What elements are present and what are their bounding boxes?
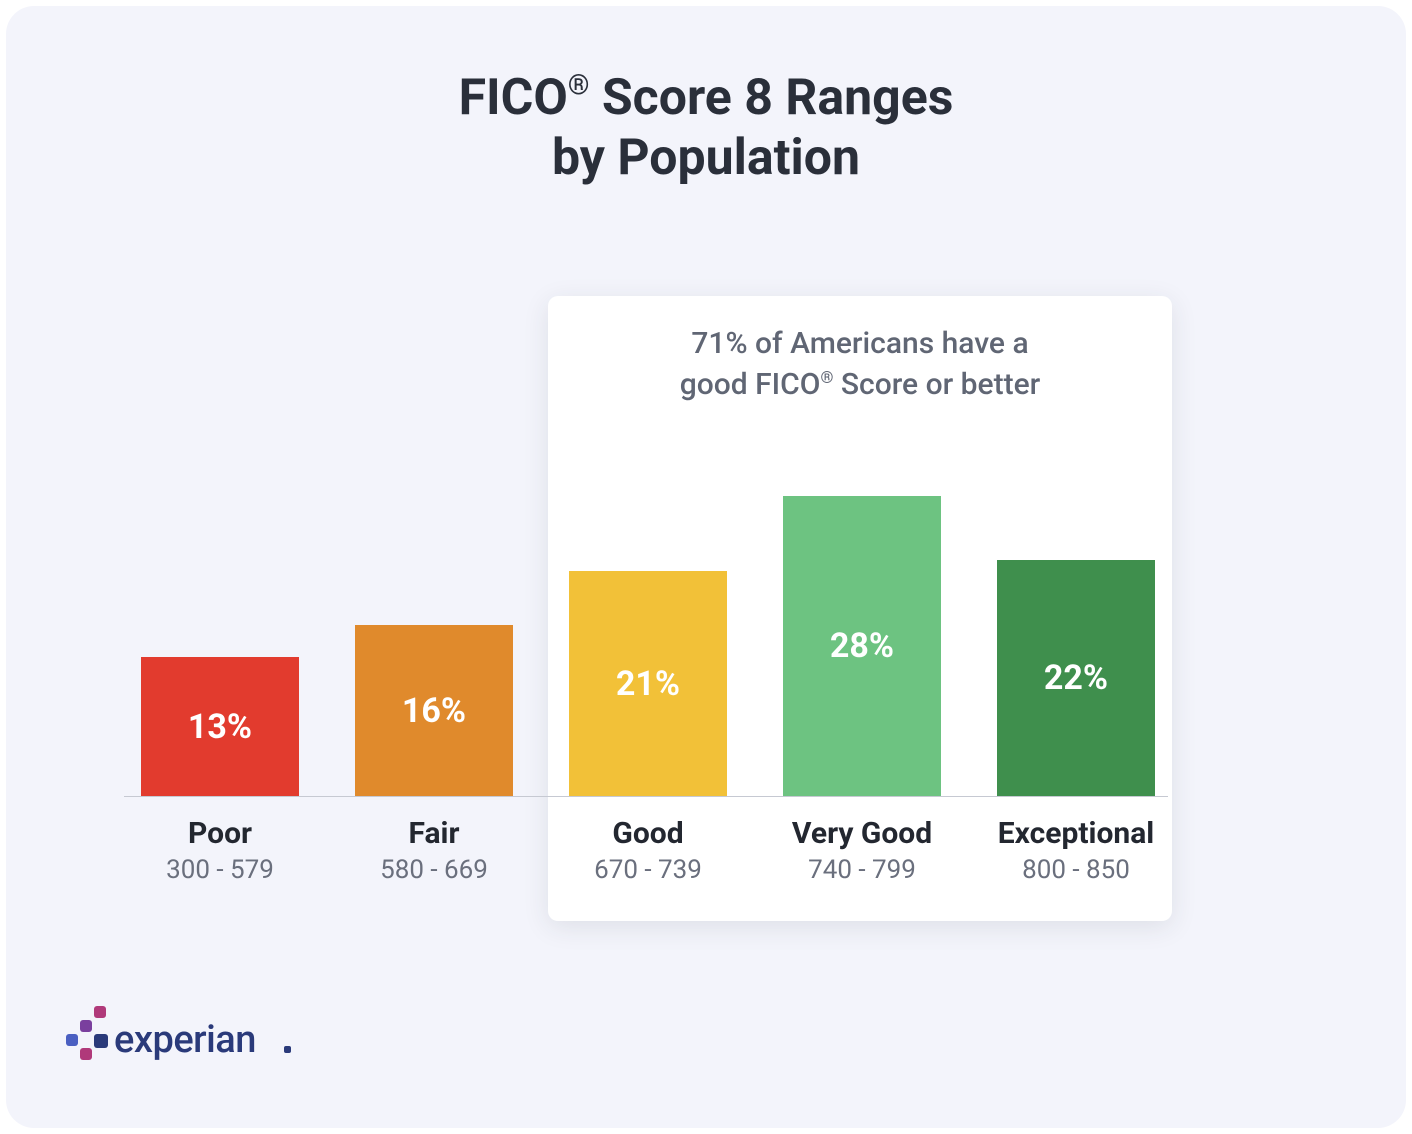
bar-value-label: 22% — [1044, 658, 1108, 698]
bar-value-label: 21% — [616, 664, 680, 704]
category-name: Exceptional — [971, 816, 1181, 851]
bar: 16% — [355, 625, 513, 796]
bar-value-label: 13% — [188, 707, 252, 747]
category-name: Poor — [115, 816, 325, 851]
category-label: Poor 300 - 579 — [115, 816, 325, 885]
category-label: Exceptional 800 - 850 — [971, 816, 1181, 885]
experian-logo-text: experian — [114, 1018, 256, 1062]
logo-square — [80, 1020, 92, 1032]
logo-dot — [284, 1046, 291, 1053]
bar-value-label: 16% — [402, 691, 466, 731]
bar: 13% — [141, 657, 299, 796]
bars-row: 13% 16% 21% 28% 22% — [6, 496, 1406, 796]
bar: 22% — [997, 560, 1155, 796]
bar-column: 22% — [997, 496, 1155, 796]
category-label: Good 670 - 739 — [543, 816, 753, 885]
category-range: 670 - 739 — [543, 855, 753, 885]
bar-column: 21% — [569, 496, 727, 796]
callout-text: 71% of Americans have agood FICO® Score … — [548, 324, 1172, 405]
bar-column: 13% — [141, 496, 299, 796]
infographic-card: FICO® Score 8 Rangesby Population 71% of… — [6, 6, 1406, 1128]
category-range: 300 - 579 — [115, 855, 325, 885]
category-label: Fair 580 - 669 — [329, 816, 539, 885]
category-name: Fair — [329, 816, 539, 851]
category-name: Good — [543, 816, 753, 851]
category-range: 740 - 799 — [757, 855, 967, 885]
category-name: Very Good — [757, 816, 967, 851]
bar-column: 28% — [783, 496, 941, 796]
category-range: 800 - 850 — [971, 855, 1181, 885]
bar: 28% — [783, 496, 941, 796]
logo-square — [94, 1034, 108, 1048]
bar-chart: 13% 16% 21% 28% 22% — [6, 496, 1406, 796]
axis-line — [124, 796, 1168, 797]
experian-logo-mark — [66, 1006, 112, 1064]
chart-title: FICO® Score 8 Rangesby Population — [6, 68, 1406, 188]
category-label: Very Good 740 - 799 — [757, 816, 967, 885]
bar: 21% — [569, 571, 727, 796]
logo-square — [66, 1034, 78, 1046]
bar-value-label: 28% — [830, 626, 894, 666]
logo-square — [80, 1048, 92, 1060]
bar-column: 16% — [355, 496, 513, 796]
category-range: 580 - 669 — [329, 855, 539, 885]
logo-square — [94, 1006, 106, 1018]
